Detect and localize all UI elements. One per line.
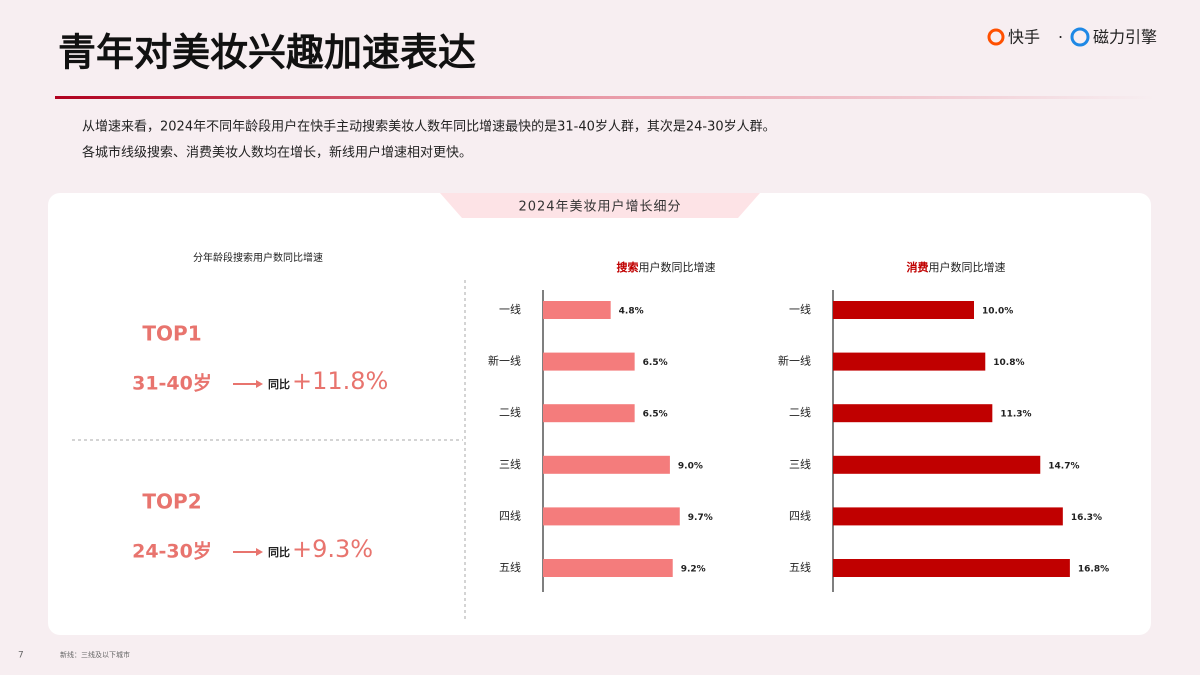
value-label: 9.2% xyxy=(681,565,706,575)
bar xyxy=(833,507,1063,526)
category-label: 新一线 xyxy=(488,354,521,368)
bar xyxy=(543,352,635,371)
category-label: 四线 xyxy=(499,508,521,522)
value-label: 16.8% xyxy=(1078,565,1109,575)
brand-separator: · xyxy=(1058,28,1063,47)
category-label: 二线 xyxy=(789,405,811,419)
growth-value: +9.3% xyxy=(292,535,373,563)
age-group: 24-30岁 xyxy=(132,540,212,563)
brand: 磁力引擎 xyxy=(1093,28,1157,47)
value-label: 4.8% xyxy=(619,307,644,317)
bar xyxy=(833,455,1041,474)
category-label: 四线 xyxy=(789,508,811,522)
chart-title-text: 用户数同比增速 xyxy=(639,260,716,274)
value-label: 6.5% xyxy=(643,410,668,420)
value-label: 6.5% xyxy=(643,358,668,368)
category-label: 二线 xyxy=(499,405,521,419)
arrow-head xyxy=(256,548,263,556)
growth-label: 同比 xyxy=(268,545,290,559)
logo-icon xyxy=(1070,27,1090,47)
page-title: 青年对美妆兴趣加速表达 xyxy=(58,31,476,75)
logo-icon xyxy=(987,28,1005,46)
logo: 快手 · 磁力引擎 xyxy=(987,27,1157,47)
value-label: 9.7% xyxy=(688,513,713,523)
growth-label: 同比 xyxy=(268,377,290,391)
bar xyxy=(833,301,974,319)
category-label: 一线 xyxy=(499,302,521,316)
category-label: 三线 xyxy=(789,457,811,471)
value-label: 16.3% xyxy=(1071,513,1102,523)
value-label: 9.0% xyxy=(678,461,703,471)
bar xyxy=(543,404,635,423)
category-label: 新一线 xyxy=(778,354,811,368)
value-label: 10.8% xyxy=(993,358,1024,368)
rank: TOP1 xyxy=(142,322,201,346)
panel-title: 2024年美妆用户增长细分 xyxy=(518,199,681,215)
category-label: 三线 xyxy=(499,457,521,471)
title-underline xyxy=(55,96,1155,99)
age-group: 31-40岁 xyxy=(132,372,212,395)
chart-title-keyword: 消费 xyxy=(907,260,929,274)
brand: 快手 xyxy=(1008,28,1040,47)
value-label: 11.3% xyxy=(1000,410,1031,420)
chart-title-text: 用户数同比增速 xyxy=(929,260,1006,274)
chart-title: 搜索用户数同比增速 xyxy=(617,260,716,274)
growth-value: +11.8% xyxy=(292,367,388,395)
bar xyxy=(833,352,986,371)
bar xyxy=(833,559,1070,577)
footnote: 新线：三线及以下城市 xyxy=(60,650,130,659)
bar xyxy=(543,455,670,474)
arrow-head xyxy=(256,380,263,388)
rank: TOP2 xyxy=(142,490,201,514)
chart-title: 消费用户数同比增速 xyxy=(907,260,1006,274)
category-label: 五线 xyxy=(499,560,521,574)
value-label: 14.7% xyxy=(1048,461,1079,471)
bar xyxy=(543,559,673,577)
bar xyxy=(543,301,611,319)
section-title: 分年龄段搜索用户数同比增速 xyxy=(193,251,323,264)
category-label: 一线 xyxy=(789,302,811,316)
summary-line: 各城市线级搜索、消费美妆人数均在增长，新线用户增速相对更快。 xyxy=(82,145,472,161)
category-label: 五线 xyxy=(789,560,811,574)
panel-tab xyxy=(440,193,760,218)
page-number: 7 xyxy=(18,651,24,661)
value-label: 10.0% xyxy=(982,307,1013,317)
bar xyxy=(543,507,680,526)
chart-title-keyword: 搜索 xyxy=(617,260,639,274)
summary-line: 从增速来看，2024年不同年龄段用户在快手主动搜索美妆人数年同比增速最快的是31… xyxy=(82,119,776,135)
bar xyxy=(833,404,993,423)
